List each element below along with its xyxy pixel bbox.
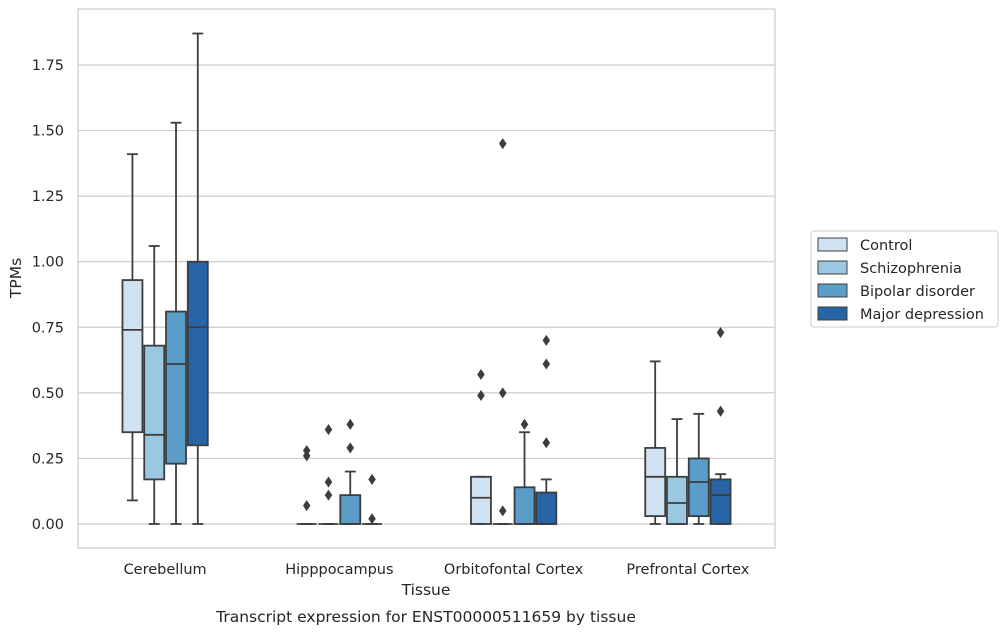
box: [535, 491, 558, 525]
y-tick-label: 0.00: [32, 517, 64, 533]
outlier-point: [477, 389, 485, 402]
legend-label: Schizophrenia: [860, 261, 962, 277]
outlier-point: [368, 513, 376, 525]
outlier-point: [542, 437, 551, 449]
y-tick-label: 0.75: [32, 320, 64, 336]
box-group: [339, 418, 362, 525]
legend-label: Control: [860, 238, 912, 254]
legend-swatch: [817, 260, 848, 275]
outlier-point: [716, 326, 725, 339]
outlier-point: [302, 445, 311, 457]
outlier-point: [498, 387, 507, 399]
outlier-point: [498, 138, 507, 150]
box: [186, 260, 209, 447]
legend-swatch: [817, 283, 848, 298]
outlier-point: [542, 358, 551, 370]
box-group: [470, 368, 492, 525]
box-group: [535, 334, 558, 525]
x-tick-label: Cerebellum: [124, 562, 207, 578]
box: [470, 475, 492, 525]
box: [666, 475, 688, 525]
box-group: [492, 138, 513, 525]
outlier-point: [368, 473, 376, 485]
outlier-point: [346, 442, 355, 454]
legend-label: Major depression: [860, 307, 984, 323]
legend: Control Schizophrenia Bipolar disorder Majo…: [810, 230, 999, 328]
box: [143, 344, 166, 481]
plot-frame: [77, 8, 776, 549]
outlier-point: [346, 418, 355, 430]
x-axis-title: Tissue: [401, 581, 451, 599]
outlier-point: [324, 489, 333, 501]
y-tick-label: 1.75: [32, 58, 64, 74]
legend-swatch: [817, 237, 848, 252]
outlier-point: [498, 505, 507, 517]
y-tick-label: 1.50: [32, 124, 64, 140]
box: [165, 310, 187, 465]
legend-label: Bipolar disorder: [860, 284, 975, 300]
x-tick-label: Prefrontal Cortex: [626, 562, 749, 578]
box: [339, 494, 362, 525]
box-group: [644, 360, 667, 525]
y-tick-label: 1.00: [32, 255, 64, 271]
y-axis-ticks: 0.00 0.25 0.50 0.75 1.00 1.25 1.50 1.75: [32, 58, 64, 533]
box-layer: [121, 32, 732, 525]
box-group: [165, 121, 187, 525]
box: [644, 447, 667, 518]
box-group: [666, 418, 688, 525]
box-group: [513, 418, 536, 525]
outlier-point: [477, 368, 485, 381]
outlier-point: [324, 476, 333, 488]
box: [121, 279, 144, 434]
outlier-point: [520, 418, 529, 430]
y-tick-label: 0.50: [32, 386, 64, 402]
x-axis-ticks: Cerebellum Hipppocampus Orbitofontal Corte…: [124, 562, 750, 578]
x-tick-label: Orbitofontal Cortex: [444, 562, 584, 578]
box-group: [318, 424, 339, 525]
box-group: [709, 326, 732, 525]
y-tick-label: 0.25: [32, 451, 64, 467]
box: [687, 457, 710, 518]
y-axis-title: TPMs: [7, 258, 25, 299]
box: [709, 478, 732, 525]
outlier-point: [716, 405, 725, 417]
box-group: [687, 412, 710, 525]
legend-frame: [810, 230, 999, 328]
box-group: [186, 32, 209, 525]
box-group: [121, 153, 144, 502]
x-tick-label: Hipppocampus: [285, 562, 393, 578]
box: [513, 486, 536, 525]
box-group: [143, 245, 166, 525]
outlier-point: [542, 334, 551, 346]
legend-swatch: [817, 306, 848, 321]
y-tick-label: 1.25: [32, 189, 64, 205]
box-group: [296, 445, 317, 525]
outlier-point: [302, 500, 311, 512]
box-group: [362, 473, 383, 525]
chart-caption: Transcript expression for ENST0000051165…: [215, 608, 636, 626]
outlier-point: [324, 424, 333, 436]
